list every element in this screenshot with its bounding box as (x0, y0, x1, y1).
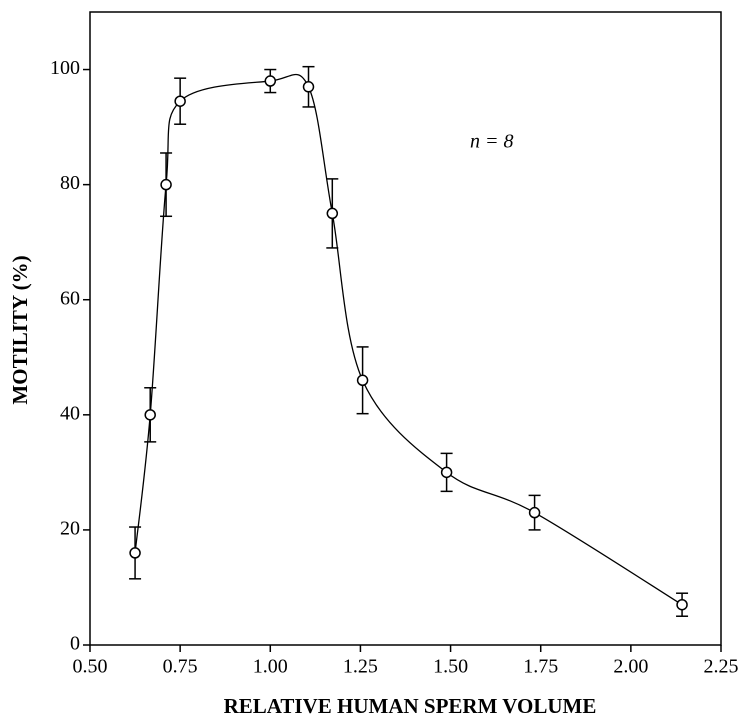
x-axis-title: RELATIVE HUMAN SPERM VOLUME (224, 694, 597, 718)
x-tick-label: 1.75 (523, 656, 558, 678)
annotation: n = 8 (470, 131, 514, 153)
x-tick-label: 0.50 (73, 656, 108, 678)
plot-frame (89, 11, 722, 646)
point (326, 207, 339, 220)
x-tick-label: 2.00 (613, 656, 648, 678)
point (440, 466, 453, 479)
point (676, 598, 688, 611)
y-tick-label: 0 (70, 633, 80, 655)
x-tick-label: 1.50 (433, 656, 468, 678)
x-tick-label: 1.00 (253, 656, 288, 678)
x-tick-label: 2.25 (704, 656, 739, 678)
point (356, 374, 369, 387)
point (160, 178, 172, 191)
point (302, 81, 315, 93)
y-axis-title: MOTILITY (%) (8, 255, 32, 404)
y-tick-label: 60 (60, 287, 80, 309)
y-tick-label: 100 (50, 57, 80, 79)
y-tick-label: 40 (60, 402, 80, 424)
y-tick-label: 20 (60, 518, 80, 540)
point (129, 547, 141, 559)
point (174, 95, 186, 107)
point (528, 506, 541, 519)
point (264, 75, 277, 87)
y-tick-label: 80 (60, 172, 80, 194)
x-tick-label: 1.25 (343, 656, 378, 678)
x-tick-label: 0.75 (163, 656, 198, 678)
curve (134, 74, 683, 606)
point (144, 409, 156, 421)
